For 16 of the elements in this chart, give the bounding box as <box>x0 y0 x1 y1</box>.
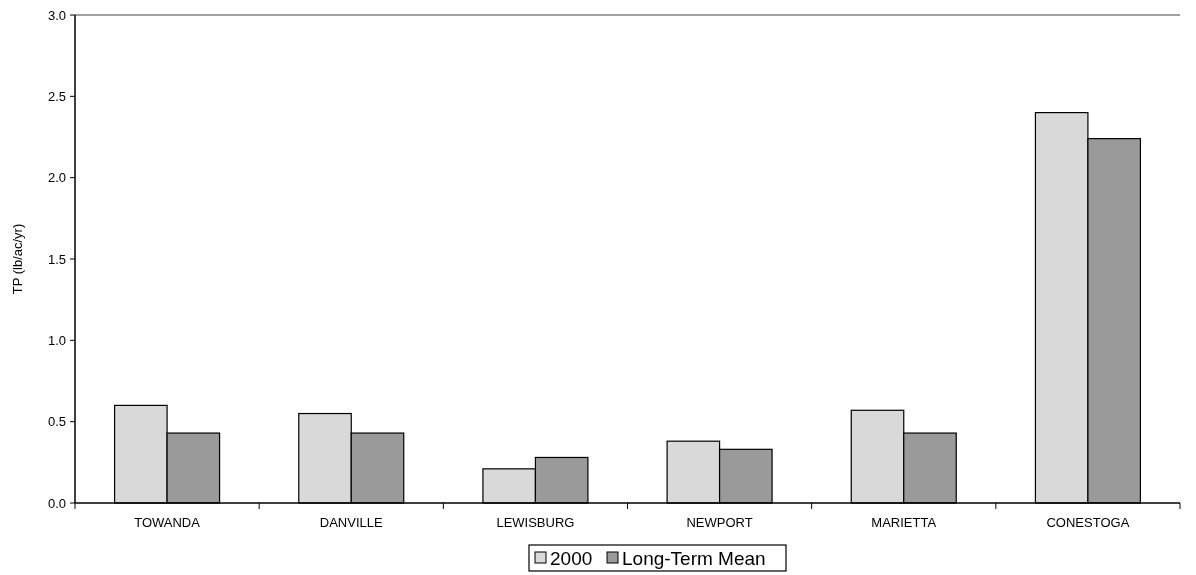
y-tick-label: 1.5 <box>47 251 66 267</box>
y-tick-label: 2.5 <box>47 88 66 104</box>
y-axis-title: TP (lb/ac/yr) <box>10 223 25 295</box>
y-tick-label: 1.0 <box>47 332 66 348</box>
legend-label: 2000 <box>550 547 593 569</box>
x-tick-label: CONESTOGA <box>1046 515 1130 530</box>
x-tick-label: TOWANDA <box>134 515 201 530</box>
x-tick-label: NEWPORT <box>686 515 753 530</box>
legend-label: Long-Term Mean <box>622 547 766 569</box>
y-tick-label: 3.0 <box>47 7 66 23</box>
y-tick-label: 2.0 <box>47 170 66 186</box>
x-tick-label: LEWISBURG <box>496 515 575 530</box>
x-tick-label: MARIETTA <box>871 515 937 530</box>
y-tick-label: 0.5 <box>47 414 66 430</box>
y-tick-label: 0.0 <box>47 495 66 511</box>
x-tick-label: DANVILLE <box>319 515 383 530</box>
